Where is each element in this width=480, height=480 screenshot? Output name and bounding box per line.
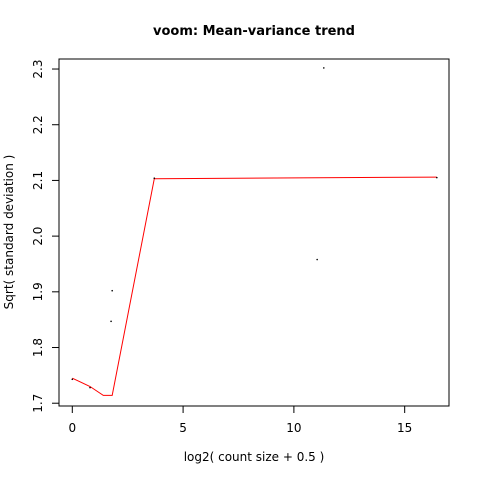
trend-line: [72, 176, 437, 396]
y-tick-label: 2.1: [31, 171, 45, 190]
data-point: [111, 289, 113, 292]
data-point: [71, 378, 74, 381]
y-axis-label: Sqrt( standard deviation ): [2, 155, 16, 310]
chart-title: voom: Mean-variance trend: [153, 24, 355, 39]
x-axis: 0 5 10 15: [68, 405, 412, 435]
y-tick-label: 1.7: [31, 394, 45, 413]
x-tick-label: 15: [397, 421, 412, 435]
y-tick-label: 2.2: [31, 115, 45, 134]
data-point: [323, 67, 325, 69]
y-axis: 1.7 1.8 1.9 2.0 2.1 2.2 2.3: [31, 59, 60, 413]
y-tick-label: 1.8: [31, 338, 45, 357]
data-point: [89, 386, 91, 389]
x-tick-label: 5: [179, 421, 187, 435]
data-point: [110, 320, 112, 323]
x-tick-label: 0: [68, 421, 76, 435]
x-tick-label: 10: [286, 421, 301, 435]
y-tick-label: 2.3: [31, 59, 45, 78]
data-point: [316, 258, 318, 261]
trend-layer: [72, 176, 437, 396]
data-point: [153, 177, 156, 179]
points-layer: [71, 67, 438, 389]
y-tick-label: 2.0: [31, 227, 45, 246]
data-point: [436, 176, 438, 179]
y-tick-label: 1.9: [31, 282, 45, 301]
x-axis-label: log2( count size + 0.5 ): [184, 450, 325, 464]
